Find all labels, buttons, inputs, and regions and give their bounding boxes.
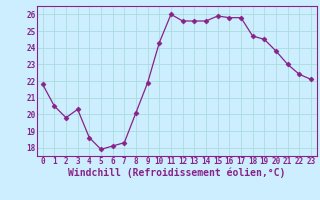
- X-axis label: Windchill (Refroidissement éolien,°C): Windchill (Refroidissement éolien,°C): [68, 168, 285, 178]
